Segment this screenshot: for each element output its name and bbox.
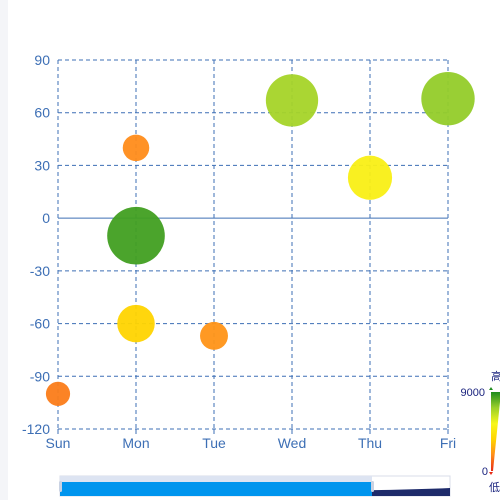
bubble-point[interactable] [117,304,155,343]
visual-map-handle-bottom[interactable] [489,472,493,475]
visual-map-min-label: 0 [482,466,488,478]
x-tick-label: Wed [278,435,307,451]
y-tick-label: -60 [30,316,50,332]
zoom-handle-right[interactable] [371,481,374,492]
y-tick-label: 90 [34,52,50,68]
bubble-point[interactable] [347,155,393,200]
y-tick-label: -30 [30,263,50,279]
bubble-series[interactable] [45,71,475,406]
visual-map-max-label: 9000 [461,387,485,399]
x-tick-label: Thu [358,435,382,451]
y-tick-label: 60 [34,105,50,121]
data-zoom-slider[interactable] [59,475,451,497]
zoom-handle-left[interactable] [59,481,62,492]
visual-map-high-text: 高 [491,369,500,383]
zoom-range-top-bar [60,476,372,482]
x-tick-label: Sun [46,435,71,451]
bubble-point[interactable] [107,206,165,265]
y-tick-label: 30 [34,157,50,173]
y-tick-label: -90 [30,368,50,384]
visual-map-bar[interactable] [491,392,500,471]
visual-map-legend[interactable]: 高 9000 0低 [461,369,500,494]
bubble-point[interactable] [45,381,71,406]
bubble-point[interactable] [122,134,150,162]
x-tick-label: Fri [440,435,456,451]
y-tick-label: -120 [22,421,50,437]
x-tick-label: Mon [122,435,149,451]
x-tick-label: Tue [202,435,226,451]
x-axis: Sun Mon Tue Wed Thu Fri [46,429,456,451]
visual-map-low-text: 低 [489,481,500,494]
y-axis: 90 60 30 0 -30 -60 -90 -120 [22,52,50,437]
visual-map-handle-top[interactable] [489,387,493,390]
bubble-point[interactable] [421,71,475,126]
bubble-point[interactable] [200,321,228,350]
chart-panel [8,0,500,500]
y-tick-label: 0 [42,210,50,226]
bubble-point[interactable] [265,74,319,127]
